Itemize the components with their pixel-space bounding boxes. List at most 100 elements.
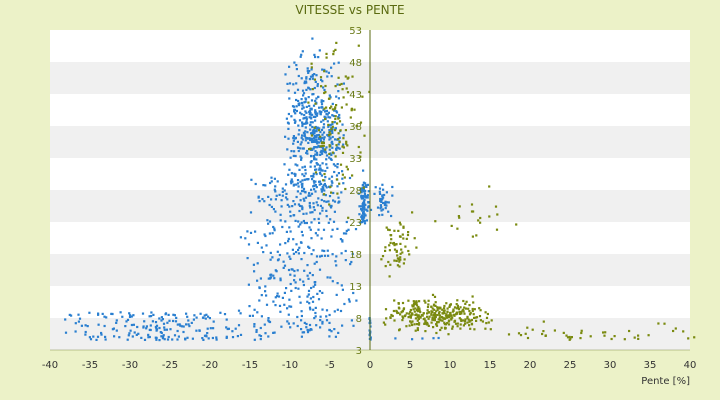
data-point-blue [315,158,318,161]
data-point-blue [334,138,337,141]
data-point-blue [150,311,153,314]
data-point-olive [359,155,362,158]
data-point-olive [413,310,416,313]
data-point-blue [327,125,330,128]
data-point-blue [298,129,301,132]
data-point-blue [269,258,272,261]
data-point-blue [281,194,284,197]
data-point-olive [396,257,399,260]
data-point-olive [321,144,324,148]
data-point-blue [301,104,304,107]
data-point-olive [359,151,362,154]
data-point-blue [300,258,303,261]
data-point-blue [319,153,322,156]
data-point-olive [468,310,471,313]
data-point-blue [301,121,304,124]
data-point-olive [388,275,391,278]
data-point-blue [276,180,279,183]
data-point-blue [292,142,295,145]
data-point-blue [301,101,304,104]
data-point-blue [312,93,315,96]
data-point-olive [405,237,408,240]
data-point-blue [365,185,368,188]
data-point-olive [415,313,418,316]
data-point-blue [84,330,87,334]
data-point-blue [289,282,292,286]
data-point-olive [380,258,383,261]
data-point-blue [300,310,303,313]
data-point-blue [307,96,310,99]
data-point-blue [259,338,262,341]
data-point-blue [77,313,80,316]
data-point-blue [288,305,291,308]
data-point-olive [334,106,337,109]
data-point-olive [451,325,454,328]
data-point-blue [369,208,373,211]
data-point-blue [391,194,394,197]
data-point-blue [321,68,324,71]
data-point-blue [104,335,107,338]
data-point-blue [319,212,322,215]
data-point-blue [84,324,87,327]
data-point-olive [517,332,521,335]
data-point-blue [274,185,277,188]
data-point-blue [325,209,328,212]
data-point-blue [264,234,267,238]
data-point-blue [330,184,333,187]
data-point-blue [330,126,333,129]
data-point-olive [467,318,470,321]
data-point-blue [318,141,321,144]
data-point-blue [203,334,207,337]
data-point-blue [255,329,258,332]
data-point-blue [314,113,317,116]
data-point-blue [263,233,266,236]
data-point-blue [313,181,316,184]
data-point-blue [310,192,314,195]
data-point-blue [297,225,300,228]
data-point-olive [336,122,339,125]
data-point-blue [297,185,300,188]
data-point-blue [173,314,176,317]
data-point-olive [308,148,311,151]
data-point-blue [363,222,367,225]
data-point-blue [330,235,333,238]
data-point-blue [169,328,172,331]
data-point-blue [256,241,259,244]
data-point-blue [293,121,297,124]
data-point-blue [313,218,316,221]
data-point-blue [320,99,323,102]
data-point-blue [276,292,279,295]
data-point-blue [317,95,320,98]
data-point-blue [325,158,328,161]
data-point-blue [305,81,308,84]
data-point-blue [126,338,129,341]
data-point-olive [462,324,465,327]
data-point-blue [115,321,118,324]
data-point-blue [115,319,118,322]
data-point-olive [350,108,353,111]
data-point-olive [472,313,475,316]
data-point-blue [275,270,278,273]
data-point-olive [507,333,511,336]
data-point-blue [314,110,317,114]
data-point-blue [84,333,87,336]
data-point-olive [388,249,391,252]
data-point-blue [394,337,397,340]
data-point-blue [262,184,265,187]
data-point-blue [291,268,294,271]
data-point-blue [167,335,170,339]
data-point-blue [336,83,339,86]
data-point-blue [350,260,353,264]
data-point-blue [305,116,308,119]
data-point-blue [70,314,73,317]
data-point-blue [265,244,268,247]
data-point-olive [347,216,350,219]
data-point-blue [291,180,294,183]
data-point-blue [309,88,312,91]
data-point-blue [308,204,311,207]
data-point-blue [309,297,312,300]
data-point-blue [239,236,242,239]
data-point-blue [272,225,275,229]
y-tick-label: 18 [349,250,362,261]
data-point-olive [423,322,426,325]
